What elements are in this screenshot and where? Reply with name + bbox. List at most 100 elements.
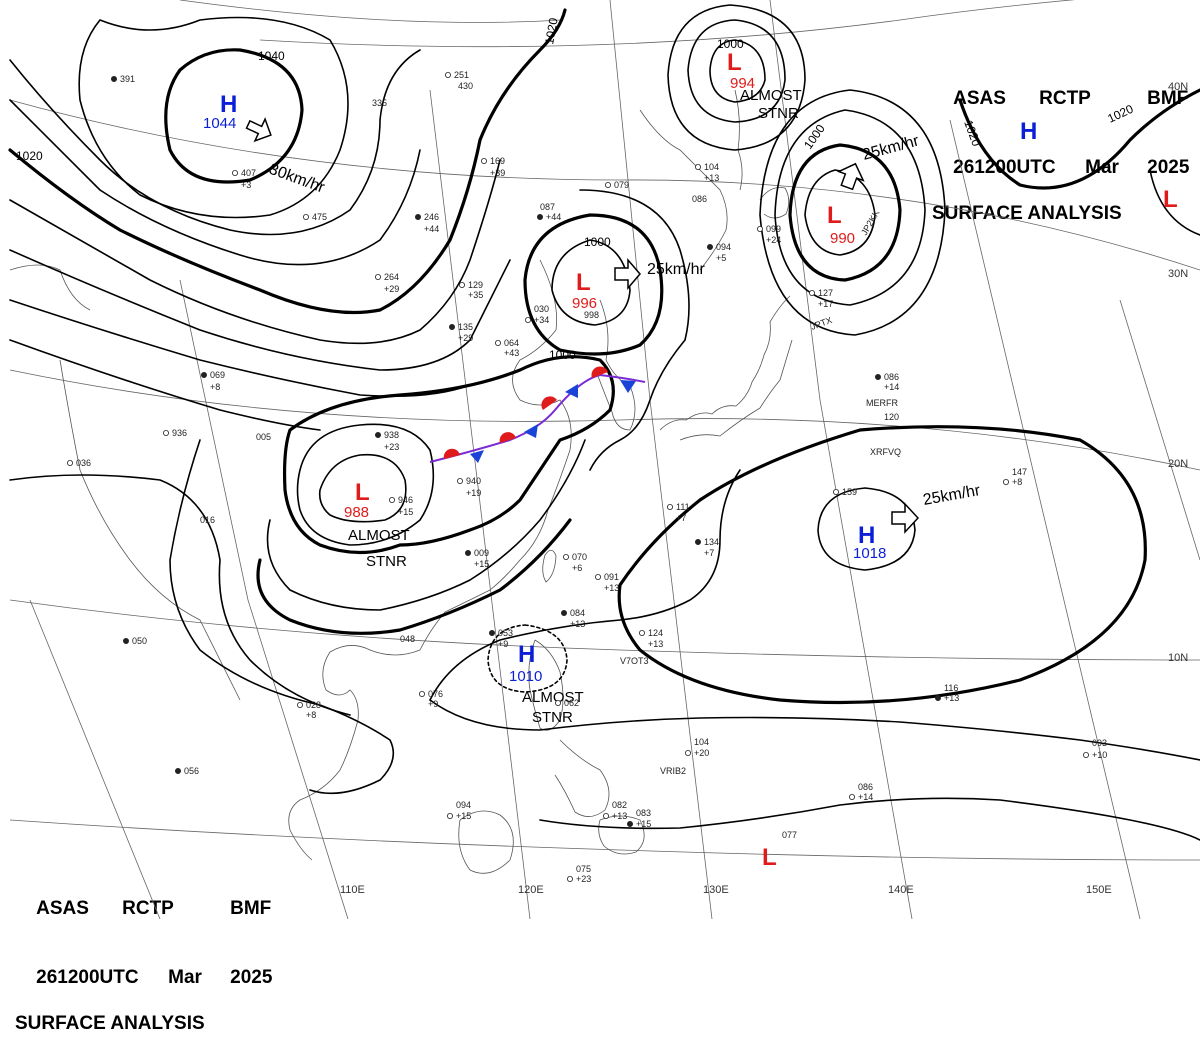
station-circle-icon [200,371,207,378]
warm-front-bump-1 [443,448,460,459]
station-observation-value: +8 [210,382,220,392]
stnr-note-line2: STNR [366,553,407,570]
low-center-symbol: L [827,202,842,229]
footer-time: 261200UTC [36,967,139,988]
coast-mongolia-west [9,264,91,311]
station-observation-value: 079 [614,180,629,190]
station-observation-value: 946 [398,495,413,505]
high-center-symbol: H [220,91,237,118]
isobar-1016-east [1149,169,1200,236]
station-observation-value: 016 [200,515,215,525]
lat-label-20n: 20N [1168,458,1188,470]
isobar-1028 [9,99,421,266]
pressure-centers: H 1044 L 996 L 990 L 994 L 988 H 1018 H … [203,49,1178,871]
station-observation-value: +44 [424,224,439,234]
isobar-1036 [78,16,349,219]
station-observation-value: +15 [456,811,471,821]
station-observation-value: +24 [766,235,781,245]
isobar-990-closed [804,169,876,256]
lat-line-10n [9,599,1200,661]
footer-center: RCTP [122,898,174,919]
station-circle-icon [1083,752,1090,759]
header-center: RCTP [1039,88,1091,109]
station-observation-value: 147 [1012,467,1027,477]
stnr-note-line1: ALMOST [522,689,584,706]
station-observation-value: +44 [546,212,561,222]
station-observation-value: 116 [944,683,958,693]
isobar-1004-around-994 [667,4,806,151]
station-circle-icon [563,554,570,561]
lat-line-30n [9,99,1200,271]
station-circle-icon [296,702,303,709]
isobar-1032 [9,49,421,236]
cold-front-tri-3 [565,384,578,398]
station-observation-value: +10 [1092,750,1107,760]
stationary-front [429,366,646,463]
coast-russia-east [639,109,728,271]
station-observation-value: 111 [676,502,690,512]
coast-philippines-south [554,739,610,817]
station-circle-icon [695,163,702,170]
station-circle-icon [488,630,495,637]
motion-speed-label: 25km/hr [647,261,705,278]
isobars [8,4,1200,841]
station-observation-value: +17 [818,299,833,309]
isobar-1012 [9,249,511,371]
cold-front-tri-1 [470,450,484,463]
station-circle-icon [414,213,421,220]
coast-borneo [458,810,514,874]
isobar-1000-low-988 [282,355,615,555]
station-observation-value: 936 [172,428,187,438]
isobar-996-ring [296,423,435,546]
header-bottom-line2: 261200UTC Mar 2025 [15,943,272,988]
coast-indochina [288,719,359,861]
isobar-label-1000-east: 1000 [801,122,828,152]
station-observation-value: 246 [424,212,439,222]
station-observation-value: 064 [504,338,519,348]
station-observation-value: 091 [604,572,619,582]
station-circle-icon [833,488,840,495]
stnr-note-line1: ALMOST [740,87,802,104]
station-circle-icon [537,213,544,220]
high-center-value: 1018 [853,545,886,562]
lon-line-160e [1119,299,1200,561]
isobar-994-closed [709,39,766,103]
isobar-1040-closed [164,48,304,184]
station-circle-icon [561,610,568,617]
lat-label-40n: 40N [1168,81,1188,93]
station-observation-value: 094 [716,242,731,252]
station-circle-icon [567,876,574,883]
high-center-value: 1010 [509,668,542,685]
station-observation-value: 099 [766,224,781,234]
station-circle-icon [935,695,942,702]
station-observation-value: 104 [694,737,709,747]
station-observation-value: +29 [458,333,473,343]
station-observation-value: +8 [306,710,316,720]
station-observation-value: +15 [398,507,413,517]
station-circle-icon [456,477,463,484]
station-observation-value: 159 [842,487,857,497]
station-observation-value: 475 [312,212,327,222]
stationary-notes: ALMOST STNR ALMOST STNR ALMOST STNR [348,87,802,726]
graticule-labels: 110E 120E 130E 140E 150E 40N 30N 20N 10N [340,81,1188,896]
low-center-value: 988 [344,504,369,521]
station-observation-value: +19 [466,488,481,498]
cold-front-tri-2 [524,424,538,438]
isobar-1012-pacific [429,699,1200,761]
station-observation-value: 391 [120,74,135,84]
station-observation-value: +13 [612,811,627,821]
low-center-value: 990 [830,230,855,247]
isobar-1004-east-china [579,189,690,471]
isobar-label-1020-north: 1020 [542,16,560,45]
station-observation-value: 430 [458,81,473,91]
isobar-1008-south-pacific [539,797,1200,841]
station-circle-icon [627,821,634,828]
station-observation-value: 076 [428,689,443,699]
station-observation-value: 075 [576,864,591,874]
isobar-1008 [9,299,471,398]
station-observation-value: 264 [384,272,399,282]
isobar-1000-around-996 [523,213,664,356]
isobar-1008-around-990 [759,89,946,336]
low-center-symbol: L [762,844,777,871]
station-observation-value: +43 [504,348,519,358]
